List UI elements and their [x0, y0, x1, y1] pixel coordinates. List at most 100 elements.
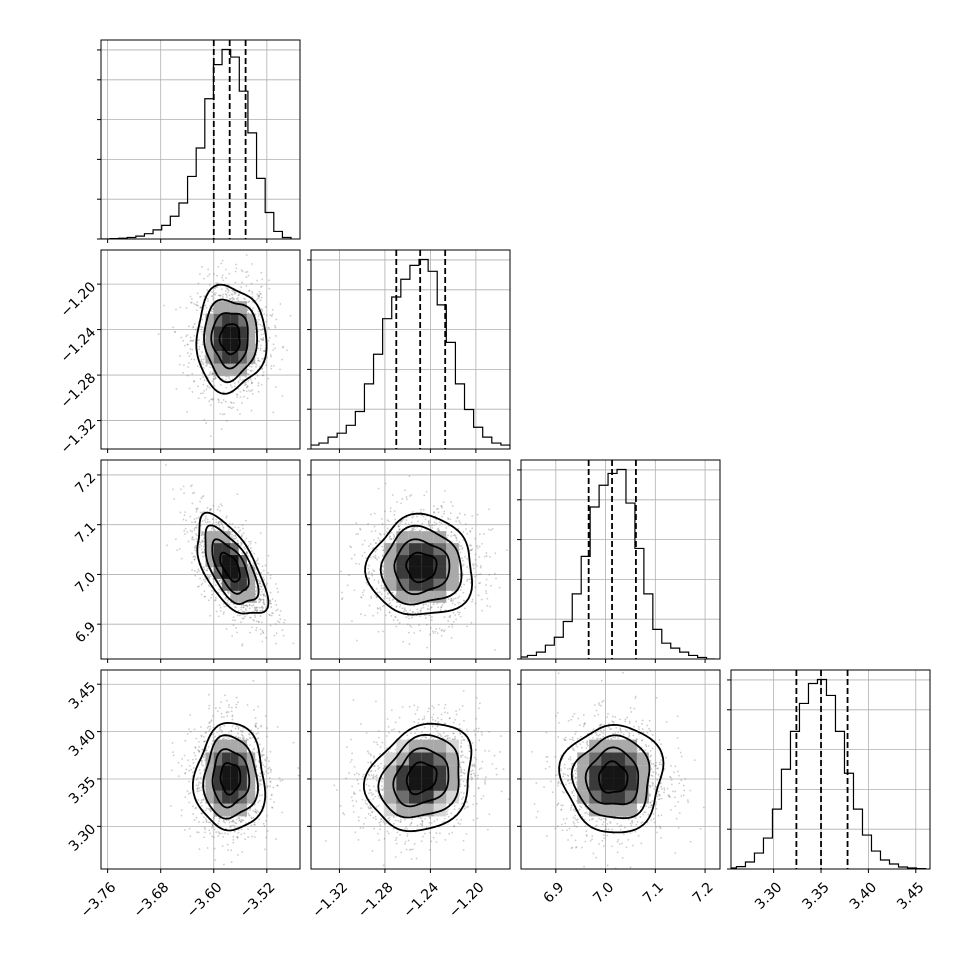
sample-point [213, 378, 216, 380]
sample-point [490, 584, 492, 587]
sample-point [199, 541, 202, 544]
sample-point [257, 347, 259, 350]
sample-point [206, 384, 209, 387]
density-cell [383, 555, 397, 567]
sample-point [261, 337, 264, 340]
sample-point [191, 502, 194, 505]
sample-point [264, 595, 267, 597]
sample-point [486, 604, 488, 607]
sample-point [229, 298, 231, 301]
sample-point [246, 373, 249, 376]
sample-point [270, 602, 272, 605]
sample-point [243, 297, 245, 300]
sample-point [281, 629, 284, 631]
sample-point [361, 591, 364, 594]
sample-point [478, 573, 481, 576]
contour-level-0 [219, 551, 241, 583]
sample-point [196, 365, 199, 368]
sample-point [485, 584, 487, 586]
density-cell [222, 326, 231, 339]
sample-point [474, 602, 477, 605]
sample-point [234, 534, 237, 536]
sample-point [186, 410, 189, 413]
sample-point [381, 554, 384, 557]
sample-point [222, 738, 225, 740]
sample-point [427, 520, 430, 523]
sample-point [256, 559, 259, 562]
sample-point [450, 597, 453, 600]
sample-point [250, 824, 253, 827]
sample-point [187, 792, 190, 795]
sample-point [271, 806, 273, 809]
sample-point [227, 592, 230, 595]
sample-point [418, 529, 421, 532]
sample-point [207, 386, 209, 388]
sample-point [389, 510, 392, 513]
sample-point [201, 533, 204, 536]
sample-point [258, 582, 261, 585]
sample-point [198, 338, 200, 341]
sample-point [265, 584, 268, 587]
sample-point [255, 732, 258, 735]
sample-point [231, 619, 234, 622]
sample-point [209, 404, 212, 406]
sample-point [200, 544, 203, 547]
sample-point [250, 370, 252, 373]
density-cell [421, 543, 434, 556]
sample-point [223, 611, 225, 614]
sample-point [251, 263, 254, 265]
sample-point [269, 577, 272, 580]
sample-point [279, 303, 282, 305]
sample-point [214, 376, 217, 378]
sample-point [425, 490, 428, 493]
sample-point [250, 282, 253, 285]
sample-point [208, 386, 211, 389]
sample-point [390, 538, 393, 540]
sample-point [195, 309, 198, 312]
sample-point [193, 518, 196, 521]
sample-point [488, 573, 491, 576]
sample-point [200, 360, 203, 363]
sample-point [269, 599, 271, 602]
sample-point [223, 875, 225, 877]
sample-point [186, 343, 189, 346]
sample-point [454, 597, 457, 600]
sample-point [210, 720, 213, 723]
sample-point [236, 836, 239, 839]
sample-point [239, 390, 242, 393]
sample-point [201, 495, 204, 498]
sample-point [241, 819, 244, 822]
sample-point [208, 521, 211, 523]
contour-level-3 [196, 511, 270, 615]
sample-point [193, 491, 195, 494]
sample-point [394, 616, 396, 619]
sample-point [459, 521, 462, 524]
sample-point [475, 564, 478, 567]
sample-point [237, 854, 239, 856]
density-cell [421, 531, 434, 544]
sample-point [418, 624, 420, 626]
sample-point [258, 794, 261, 797]
sample-point [430, 606, 433, 609]
density-cell [383, 566, 397, 579]
sample-point [474, 575, 476, 578]
sample-point [183, 754, 186, 757]
sample-point [263, 603, 266, 606]
sample-point [256, 298, 259, 300]
sample-point [225, 628, 228, 630]
sample-point [259, 349, 262, 352]
sample-point [255, 601, 257, 604]
sample-point [410, 521, 413, 524]
density-cell [408, 566, 422, 579]
sample-point [200, 534, 203, 537]
sample-point [193, 558, 196, 561]
sample-point [259, 598, 262, 601]
sample-point [254, 607, 257, 610]
sample-point [252, 604, 255, 607]
sample-point [261, 565, 264, 568]
sample-point [246, 564, 249, 567]
sample-point [235, 263, 238, 266]
sample-point [428, 524, 431, 526]
hist-bar [545, 645, 554, 659]
sample-point [350, 557, 353, 560]
